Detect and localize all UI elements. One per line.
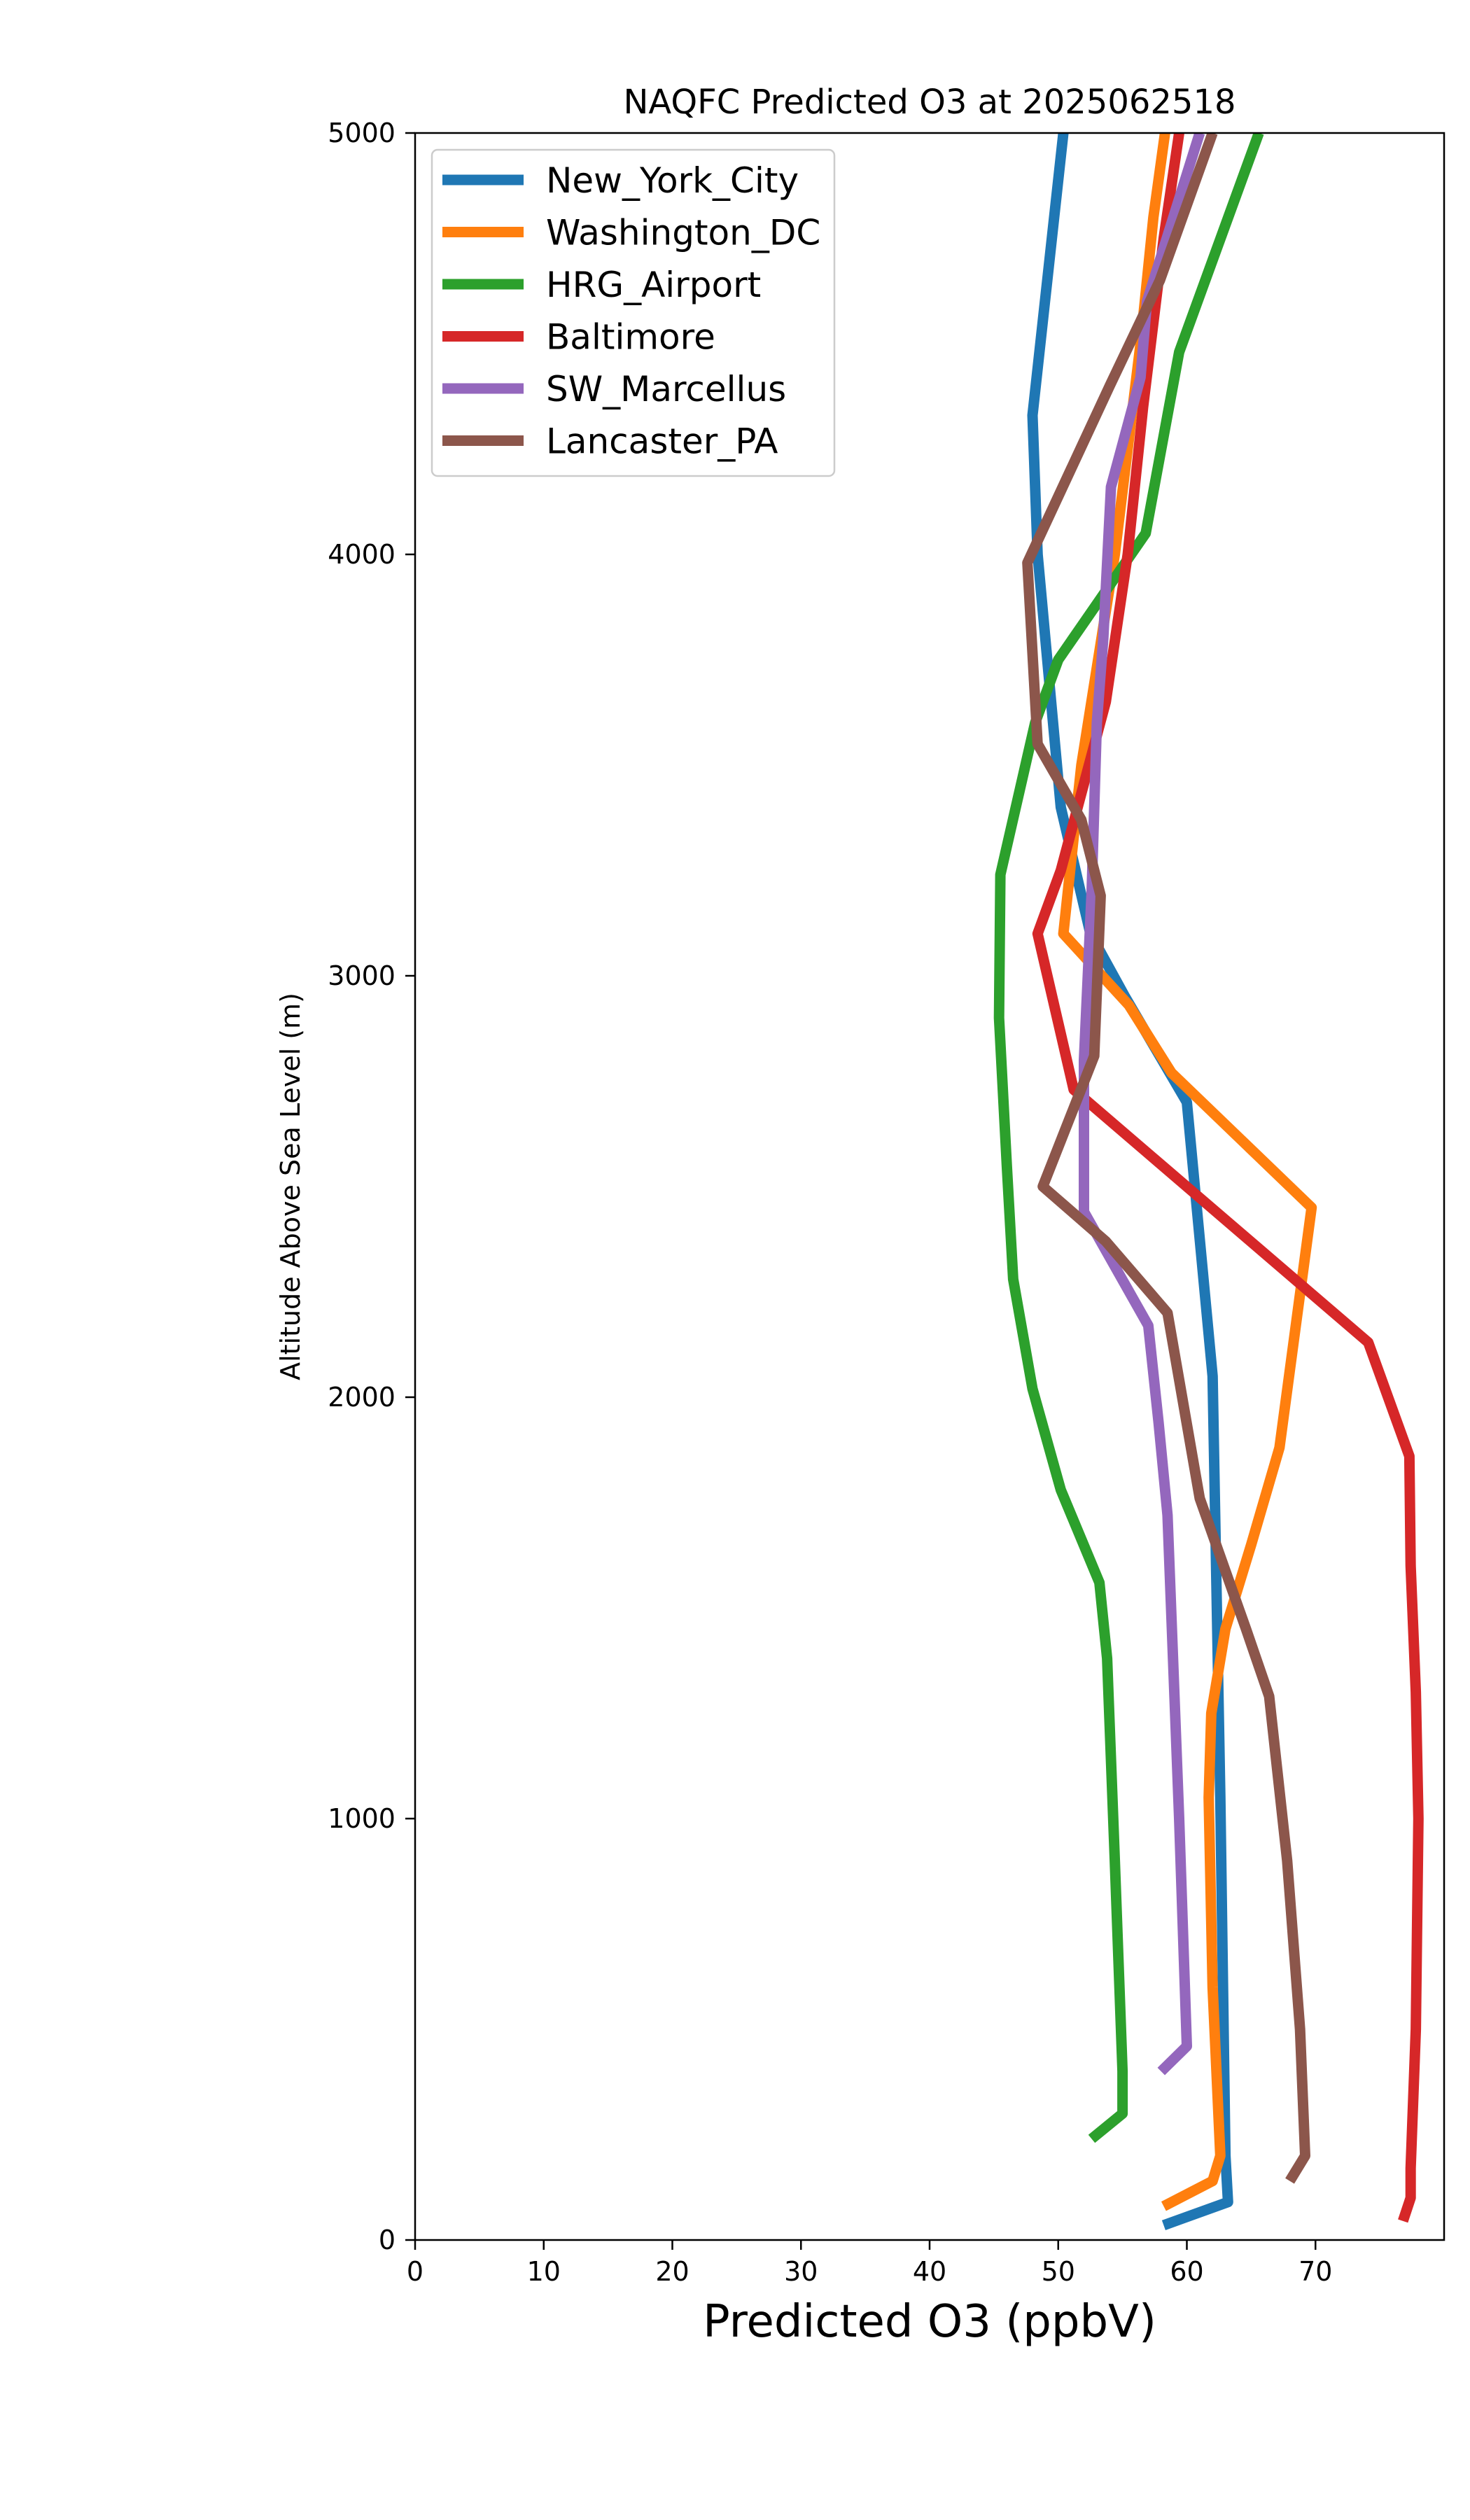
x-tick-label: 70 xyxy=(1298,2256,1332,2287)
y-tick-label: 2000 xyxy=(328,1382,396,1413)
legend-label: Lancaster_PA xyxy=(546,421,778,462)
x-tick-label: 20 xyxy=(655,2256,689,2287)
x-tick-label: 0 xyxy=(407,2256,424,2287)
legend-label: Washington_DC xyxy=(546,213,820,253)
chart-title: NAQFC Predicted O3 at 2025062518 xyxy=(623,83,1236,122)
y-tick-label: 3000 xyxy=(328,960,396,991)
series-line-baltimore xyxy=(1032,133,1424,2223)
legend-label: SW_Marcellus xyxy=(546,369,786,410)
series-lines xyxy=(993,133,1424,2230)
legend: New_York_City Washington_DC HRG_Airport Bal… xyxy=(430,148,836,477)
plot-area xyxy=(415,133,1444,2240)
legend-frame xyxy=(430,148,836,477)
x-tick-label: 60 xyxy=(1170,2256,1203,2287)
x-axis-label: Predicted O3 (ppbV) xyxy=(703,2296,1156,2348)
y-axis-ticks: 0 1000 2000 3000 4000 5000 xyxy=(328,118,415,2255)
y-tick-label: 0 xyxy=(379,2225,396,2255)
series-line-sw-marcellus xyxy=(1079,133,1205,2076)
y-axis-label: Altitude Above Sea Level (m) xyxy=(275,993,306,1380)
series-line-hrg-airport xyxy=(993,133,1264,2143)
x-tick-label: 30 xyxy=(784,2256,818,2287)
x-tick-label: 50 xyxy=(1042,2256,1075,2287)
series-line-lancaster-pa xyxy=(1022,133,1310,2184)
x-axis-ticks: 0 10 20 30 40 50 60 70 xyxy=(407,2240,1332,2287)
legend-label: HRG_Airport xyxy=(546,265,761,305)
y-tick-label: 4000 xyxy=(328,539,396,570)
legend-label: Baltimore xyxy=(546,317,715,358)
series-line-washington-dc xyxy=(1058,133,1317,2211)
y-tick-label: 5000 xyxy=(328,118,396,148)
legend-label: New_York_City xyxy=(546,160,799,201)
y-tick-label: 1000 xyxy=(328,1803,396,1834)
x-tick-label: 40 xyxy=(913,2256,946,2287)
x-tick-label: 10 xyxy=(527,2256,561,2287)
